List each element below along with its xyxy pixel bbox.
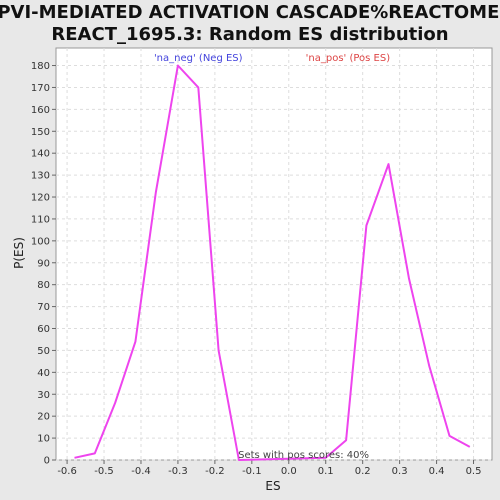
y-tick-label-14: 140 [31, 149, 50, 160]
series-layer [74, 64, 471, 461]
series-line-0 [74, 64, 471, 461]
x-tick-label-8: 0.2 [355, 466, 371, 477]
grid-layer [56, 48, 492, 461]
x-tick-label-7: 0.1 [318, 466, 334, 477]
y-tick-label-6: 60 [37, 324, 50, 335]
chart-title-line-1: GPVI-MEDIATED ACTIVATION CASCADE%REACTOM… [0, 2, 500, 23]
y-tick-label-9: 90 [37, 258, 50, 269]
pos-scores-annotation: Sets with pos scores: 40% [238, 450, 369, 461]
x-tick-label-10: 0.4 [429, 466, 445, 477]
y-axis-label: P(ES) [12, 237, 26, 269]
y-tick-label-5: 50 [37, 346, 50, 357]
legend-layer: 'na_neg' (Neg ES) 'na_pos' (Pos ES) Sets w… [154, 53, 390, 461]
x-tick-label-1: -0.5 [94, 466, 114, 477]
y-tick-label-17: 170 [31, 83, 50, 94]
x-tick-label-3: -0.3 [168, 466, 188, 477]
y-tick-label-1: 10 [37, 434, 50, 445]
y-tick-label-18: 180 [31, 61, 50, 72]
x-tick-label-4: -0.2 [205, 466, 225, 477]
x-axis-label: ES [265, 479, 280, 493]
x-tick-label-5: -0.1 [242, 466, 262, 477]
y-tick-label-16: 160 [31, 105, 50, 116]
x-tick-label-0: -0.6 [57, 466, 77, 477]
legend-entry-0: 'na_neg' (Neg ES) [154, 53, 243, 64]
y-tick-label-7: 70 [37, 302, 50, 313]
y-tick-label-8: 80 [37, 280, 50, 291]
y-tick-label-13: 130 [31, 171, 50, 182]
plot-area [55, 47, 493, 461]
x-tick-label-11: 0.5 [466, 466, 482, 477]
y-tick-label-12: 120 [31, 193, 50, 204]
x-tick-label-9: 0.3 [392, 466, 408, 477]
chart-title-line-2: REACT_1695.3: Random ES distribution [51, 24, 448, 45]
y-tick-label-15: 150 [31, 127, 50, 138]
y-tick-label-10: 100 [31, 236, 50, 247]
y-tick-label-0: 0 [44, 456, 50, 467]
x-tick-label-2: -0.4 [131, 466, 151, 477]
y-tick-label-2: 20 [37, 412, 50, 423]
y-tick-label-3: 30 [37, 390, 50, 401]
y-tick-label-11: 110 [31, 214, 50, 225]
x-tick-label-6: 0.0 [281, 466, 297, 477]
legend-entry-1: 'na_pos' (Pos ES) [306, 53, 391, 64]
y-tick-label-4: 40 [37, 368, 50, 379]
axis-layer: -0.6 -0.5 -0.4 -0.3 -0.2 -0.1 0.0 0.1 0.2 0.3 0.4 0… [31, 61, 482, 477]
